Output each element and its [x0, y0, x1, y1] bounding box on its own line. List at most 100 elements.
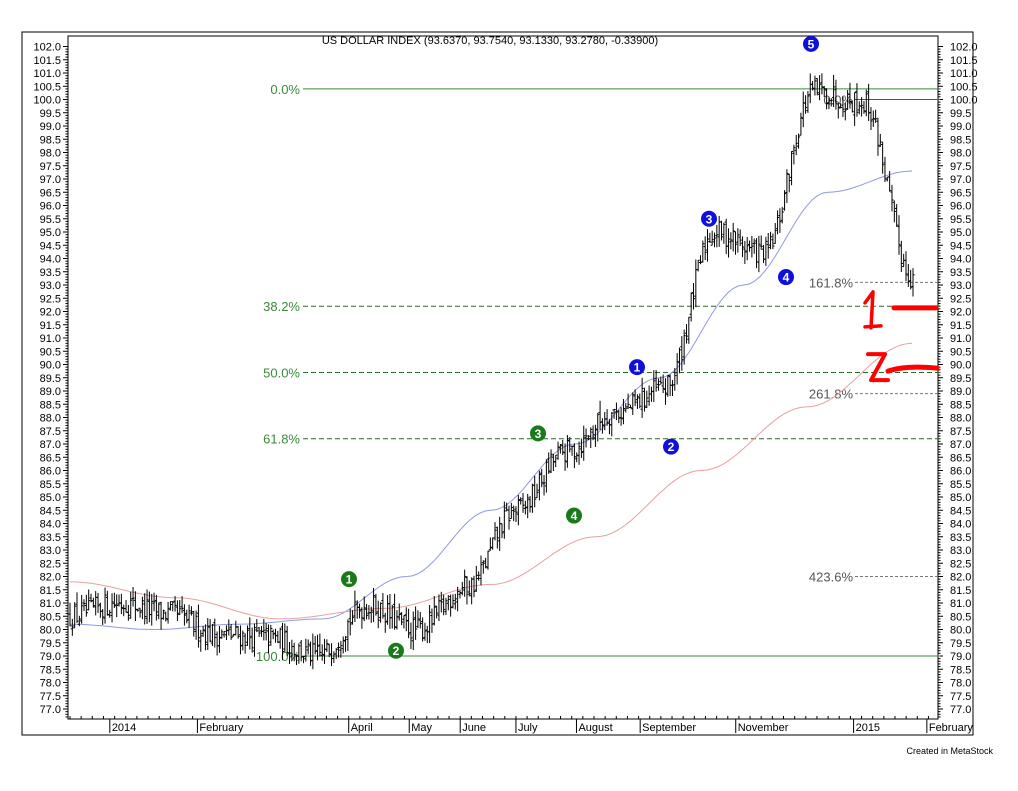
price-bar: [862, 101, 866, 114]
y-tick-label-left: 98.5: [40, 134, 61, 146]
price-bar: [736, 228, 740, 253]
price-bar: [792, 144, 796, 165]
price-bar: [474, 565, 478, 592]
price-bar: [869, 107, 873, 131]
price-bar: [306, 639, 310, 655]
price-bar: [612, 408, 616, 419]
price-bar: [143, 593, 147, 625]
price-bar: [738, 229, 742, 247]
y-tick-label-left: 77.5: [40, 691, 61, 703]
price-bar: [484, 557, 488, 569]
price-bar: [70, 618, 74, 636]
price-bar: [561, 440, 565, 456]
y-tick-label-left: 100.5: [33, 81, 61, 93]
price-bar: [91, 597, 95, 608]
price-bar: [199, 629, 203, 652]
price-bar: [488, 537, 492, 551]
y-tick-label-left: 93.0: [40, 280, 61, 292]
y-tick-label-left: 99.5: [40, 108, 61, 120]
price-bar: [362, 596, 366, 622]
price-bar: [87, 589, 91, 611]
price-bar: [308, 641, 313, 666]
price-bar: [579, 438, 584, 458]
price-bar: [112, 592, 116, 608]
price-bar: [294, 654, 299, 666]
y-tick-label-right: 98.0: [950, 148, 971, 160]
y-tick-label-left: 77.0: [40, 704, 61, 716]
price-bar: [675, 353, 679, 385]
price-bar: [801, 91, 805, 128]
price-bar: [192, 610, 196, 637]
price-bar: [572, 443, 576, 469]
price-bar: [126, 604, 130, 621]
annotation-2-digit: [866, 352, 890, 383]
price-bar: [498, 516, 502, 551]
price-bar: [743, 240, 747, 264]
price-bar: [402, 615, 406, 629]
price-bar: [133, 591, 137, 621]
fib-extension-label: 423.6%: [809, 570, 854, 585]
price-bar: [243, 633, 247, 654]
fib-retracement-label: 38.2%: [263, 299, 300, 314]
price-bar: [341, 636, 345, 654]
y-tick-label-right: 91.0: [950, 333, 971, 345]
price-bar: [201, 626, 205, 637]
y-tick-label-right: 101.0: [950, 68, 978, 80]
chart-title: US DOLLAR INDEX (93.6370, 93.7540, 93.13…: [322, 35, 658, 47]
price-bar: [642, 387, 647, 412]
price-bar: [94, 591, 98, 616]
price-bar: [670, 380, 675, 397]
price-bar: [575, 452, 579, 463]
price-bar: [540, 468, 544, 488]
price-bar: [210, 623, 215, 647]
price-bar: [140, 596, 144, 620]
price-bar: [519, 497, 523, 505]
y-tick-label-left: 88.5: [40, 399, 61, 411]
price-bar: [217, 625, 222, 653]
price-bar: [262, 618, 266, 641]
y-tick-label-right: 87.5: [950, 426, 971, 438]
y-tick-label-left: 93.5: [40, 267, 61, 279]
price-bar: [470, 577, 474, 605]
price-bar: [778, 208, 782, 234]
price-bar: [726, 228, 731, 258]
y-tick-label-right: 96.0: [950, 201, 971, 213]
price-bar: [617, 409, 621, 424]
price-bar: [589, 427, 593, 449]
fib-retracement-label: 50.0%: [263, 365, 300, 380]
price-bar: [117, 594, 121, 607]
fib-extension-label: 261.8%: [809, 387, 854, 402]
price-bar: [318, 633, 322, 657]
y-tick-label-left: 83.5: [40, 532, 61, 544]
wave-marker-label: 5: [808, 37, 815, 51]
y-tick-label-left: 96.0: [40, 201, 61, 213]
price-bar: [418, 612, 422, 629]
price-bar: [836, 102, 840, 119]
price-bar: [780, 206, 784, 224]
price-bar: [806, 91, 810, 113]
y-tick-label-left: 82.0: [40, 572, 61, 584]
price-bar: [897, 215, 901, 255]
fib-retracement: 0.0%38.2%50.0%61.8%100.0%: [256, 82, 940, 664]
price-bar: [458, 590, 462, 599]
price-bar: [477, 571, 481, 581]
x-tick-label: February: [199, 722, 244, 734]
wave-marker: 4: [778, 269, 794, 286]
price-bar: [773, 222, 777, 244]
y-tick-label-right: 99.0: [950, 121, 971, 133]
price-bar: [808, 73, 812, 104]
price-bar: [430, 608, 434, 633]
price-bar: [633, 389, 637, 407]
y-tick-label-right: 88.0: [950, 413, 971, 425]
wave-marker: 1: [341, 571, 357, 588]
fib-extension: 0.0%161.8%261.8%423.6%: [809, 93, 940, 585]
annotation-1-digit: [863, 290, 883, 330]
price-bar: [733, 231, 738, 255]
wave-marker-label: 2: [668, 440, 675, 454]
price-bar: [768, 231, 773, 250]
y-tick-label-right: 85.0: [950, 492, 971, 504]
x-tick-label: September: [642, 722, 696, 734]
price-bar: [666, 375, 670, 397]
y-tick-label-left: 85.5: [40, 479, 61, 491]
price-bar: [500, 523, 504, 539]
